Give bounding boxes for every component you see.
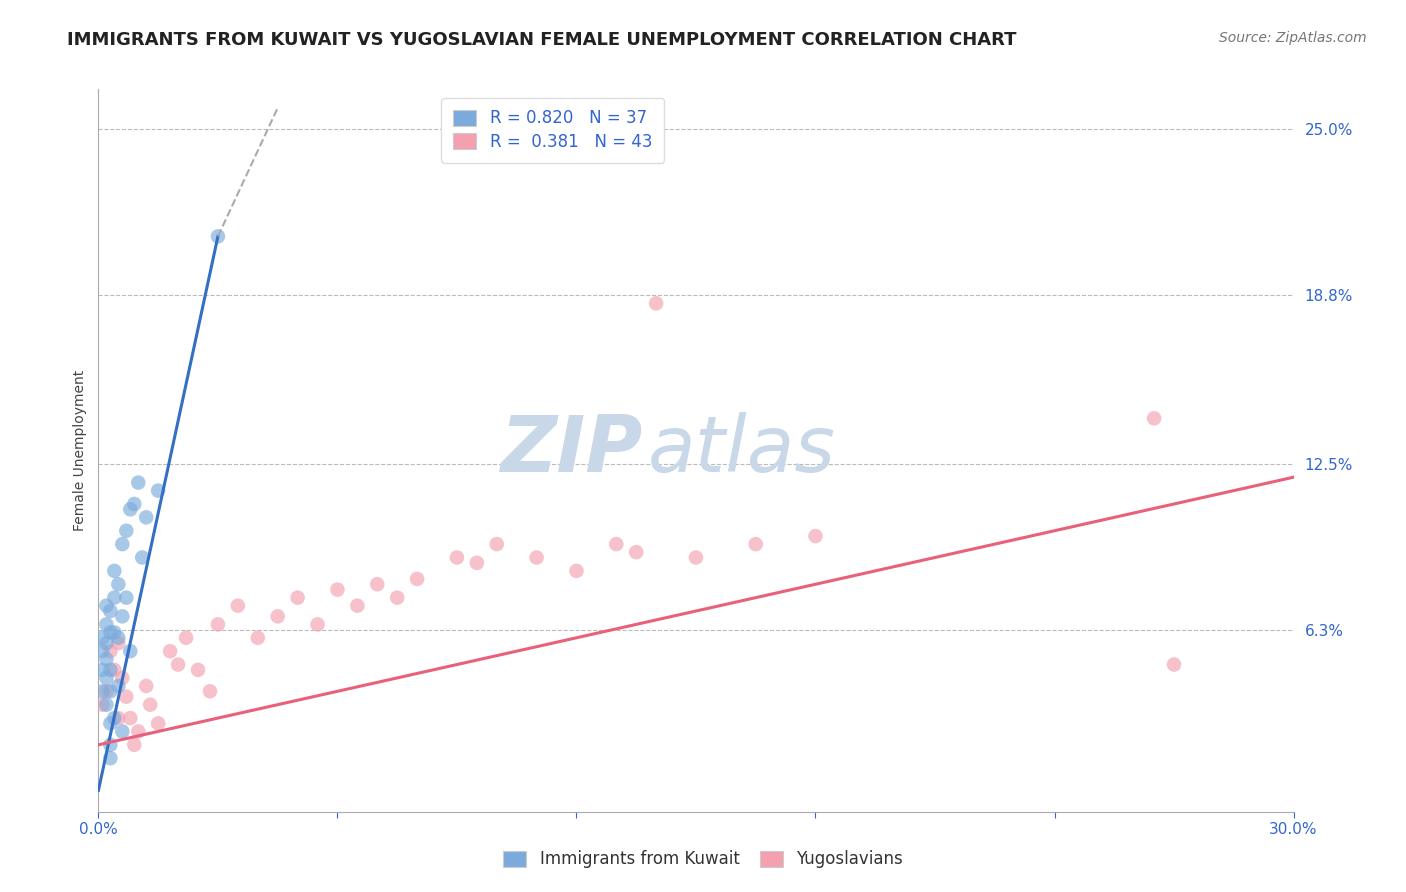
Point bbox=[246, 631, 269, 645]
Point bbox=[91, 663, 114, 677]
Point bbox=[96, 671, 118, 685]
Point bbox=[111, 537, 134, 551]
Y-axis label: Female Unemployment: Female Unemployment bbox=[73, 370, 87, 531]
Legend: Immigrants from Kuwait, Yugoslavians: Immigrants from Kuwait, Yugoslavians bbox=[495, 842, 911, 877]
Text: IMMIGRANTS FROM KUWAIT VS YUGOSLAVIAN FEMALE UNEMPLOYMENT CORRELATION CHART: IMMIGRANTS FROM KUWAIT VS YUGOSLAVIAN FE… bbox=[67, 31, 1017, 49]
Point bbox=[167, 657, 190, 672]
Text: ZIP: ZIP bbox=[501, 412, 643, 489]
Point bbox=[96, 599, 118, 613]
Point bbox=[120, 711, 142, 725]
Point bbox=[287, 591, 309, 605]
Point bbox=[103, 711, 125, 725]
Point bbox=[406, 572, 429, 586]
Point bbox=[120, 644, 142, 658]
Legend: R = 0.820   N = 37, R =  0.381   N = 43: R = 0.820 N = 37, R = 0.381 N = 43 bbox=[441, 97, 664, 162]
Point bbox=[645, 296, 668, 310]
Text: Source: ZipAtlas.com: Source: ZipAtlas.com bbox=[1219, 31, 1367, 45]
Point bbox=[226, 599, 249, 613]
Point bbox=[465, 556, 488, 570]
Point bbox=[326, 582, 349, 597]
Text: atlas: atlas bbox=[648, 412, 837, 489]
Point bbox=[91, 644, 114, 658]
Point bbox=[91, 684, 114, 698]
Point bbox=[207, 229, 229, 244]
Point bbox=[107, 631, 129, 645]
Point bbox=[103, 663, 125, 677]
Point bbox=[107, 636, 129, 650]
Point bbox=[98, 738, 122, 752]
Point bbox=[111, 671, 134, 685]
Point bbox=[267, 609, 290, 624]
Point bbox=[745, 537, 768, 551]
Point bbox=[148, 716, 170, 731]
Point bbox=[98, 625, 122, 640]
Point bbox=[127, 724, 149, 739]
Point bbox=[98, 751, 122, 765]
Point bbox=[135, 679, 157, 693]
Point bbox=[91, 631, 114, 645]
Point bbox=[124, 738, 146, 752]
Point bbox=[115, 690, 138, 704]
Point bbox=[107, 577, 129, 591]
Point bbox=[103, 625, 125, 640]
Point bbox=[103, 591, 125, 605]
Point bbox=[98, 684, 122, 698]
Point bbox=[307, 617, 329, 632]
Point bbox=[111, 609, 134, 624]
Point bbox=[685, 550, 707, 565]
Point bbox=[159, 644, 181, 658]
Point bbox=[98, 644, 122, 658]
Point bbox=[366, 577, 388, 591]
Point bbox=[96, 636, 118, 650]
Point bbox=[605, 537, 627, 551]
Point bbox=[107, 711, 129, 725]
Point bbox=[207, 617, 229, 632]
Point bbox=[115, 591, 138, 605]
Point bbox=[135, 510, 157, 524]
Point bbox=[526, 550, 548, 565]
Point bbox=[96, 698, 118, 712]
Point bbox=[804, 529, 827, 543]
Point bbox=[131, 550, 153, 565]
Point bbox=[446, 550, 468, 565]
Point bbox=[485, 537, 508, 551]
Point bbox=[98, 716, 122, 731]
Point bbox=[124, 497, 146, 511]
Point bbox=[385, 591, 409, 605]
Point bbox=[187, 663, 209, 677]
Point bbox=[565, 564, 588, 578]
Point bbox=[174, 631, 197, 645]
Point bbox=[98, 663, 122, 677]
Point bbox=[98, 604, 122, 618]
Point bbox=[107, 679, 129, 693]
Point bbox=[346, 599, 368, 613]
Point bbox=[120, 502, 142, 516]
Point bbox=[626, 545, 648, 559]
Point bbox=[139, 698, 162, 712]
Point bbox=[115, 524, 138, 538]
Point bbox=[148, 483, 170, 498]
Point bbox=[111, 724, 134, 739]
Point bbox=[103, 564, 125, 578]
Point bbox=[127, 475, 149, 490]
Point bbox=[198, 684, 221, 698]
Point bbox=[1163, 657, 1185, 672]
Point bbox=[96, 684, 118, 698]
Point bbox=[96, 617, 118, 632]
Point bbox=[96, 652, 118, 666]
Point bbox=[1143, 411, 1166, 425]
Point bbox=[91, 698, 114, 712]
